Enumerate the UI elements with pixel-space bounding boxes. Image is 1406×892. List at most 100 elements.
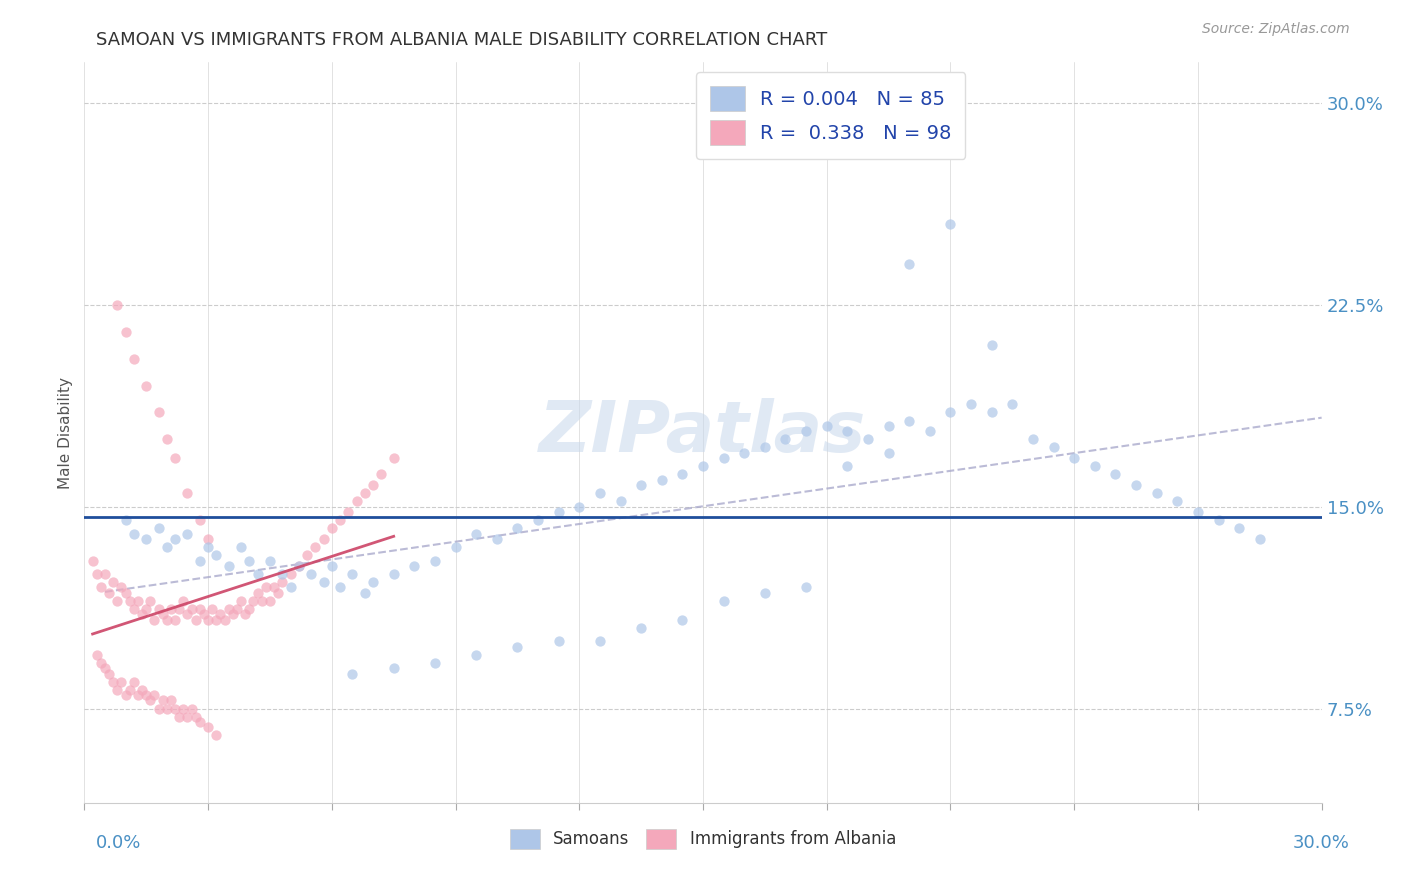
Point: [156, 613, 179, 627]
Point: [172, 701, 194, 715]
Point: [898, 257, 921, 271]
Point: [506, 521, 529, 535]
Point: [139, 693, 162, 707]
Point: [671, 467, 693, 482]
Point: [837, 459, 859, 474]
Point: [370, 467, 392, 482]
Point: [877, 446, 900, 460]
Point: [280, 581, 302, 595]
Point: [353, 486, 375, 500]
Point: [176, 526, 198, 541]
Point: [671, 613, 693, 627]
Point: [98, 586, 121, 600]
Point: [794, 581, 817, 595]
Point: [156, 433, 179, 447]
Point: [280, 566, 302, 581]
Point: [180, 602, 202, 616]
Point: [122, 526, 145, 541]
Point: [259, 594, 281, 608]
Point: [630, 478, 652, 492]
Point: [205, 729, 228, 743]
Point: [143, 688, 166, 702]
Point: [98, 666, 121, 681]
Point: [214, 613, 236, 627]
Point: [651, 473, 673, 487]
Point: [288, 558, 311, 573]
Point: [122, 674, 145, 689]
Point: [713, 594, 735, 608]
Point: [630, 621, 652, 635]
Point: [90, 656, 112, 670]
Point: [156, 540, 179, 554]
Point: [246, 566, 269, 581]
Point: [148, 701, 170, 715]
Point: [94, 566, 117, 581]
Point: [148, 405, 170, 419]
Point: [609, 494, 631, 508]
Point: [263, 581, 285, 595]
Point: [321, 521, 343, 535]
Point: [205, 548, 228, 562]
Point: [382, 451, 405, 466]
Point: [754, 441, 776, 455]
Point: [271, 566, 294, 581]
Point: [1187, 505, 1209, 519]
Point: [167, 709, 190, 723]
Point: [288, 558, 311, 573]
Point: [229, 540, 252, 554]
Point: [918, 424, 941, 438]
Point: [299, 566, 322, 581]
Point: [105, 298, 128, 312]
Point: [361, 478, 384, 492]
Point: [713, 451, 735, 466]
Point: [382, 566, 405, 581]
Point: [1104, 467, 1126, 482]
Point: [242, 594, 264, 608]
Point: [152, 607, 174, 622]
Point: [254, 581, 277, 595]
Point: [114, 586, 136, 600]
Point: [167, 602, 190, 616]
Point: [304, 540, 326, 554]
Point: [131, 682, 153, 697]
Text: 30.0%: 30.0%: [1294, 834, 1350, 852]
Point: [465, 526, 488, 541]
Point: [122, 351, 145, 366]
Point: [148, 602, 170, 616]
Point: [246, 586, 269, 600]
Point: [312, 532, 335, 546]
Legend: Samoans, Immigrants from Albania: Samoans, Immigrants from Albania: [502, 821, 904, 857]
Point: [250, 594, 273, 608]
Point: [165, 532, 187, 546]
Point: [105, 594, 128, 608]
Point: [361, 575, 384, 590]
Point: [568, 500, 591, 514]
Point: [135, 378, 157, 392]
Point: [1249, 532, 1271, 546]
Point: [114, 325, 136, 339]
Point: [197, 532, 219, 546]
Text: 0.0%: 0.0%: [96, 834, 141, 852]
Point: [226, 602, 249, 616]
Point: [152, 693, 174, 707]
Point: [86, 648, 108, 662]
Point: [110, 581, 132, 595]
Text: ZIPatlas: ZIPatlas: [540, 398, 866, 467]
Point: [148, 521, 170, 535]
Point: [180, 701, 202, 715]
Point: [184, 613, 207, 627]
Point: [295, 548, 318, 562]
Point: [218, 602, 240, 616]
Point: [423, 553, 446, 567]
Point: [122, 602, 145, 616]
Point: [337, 505, 360, 519]
Point: [139, 594, 162, 608]
Point: [233, 607, 256, 622]
Point: [506, 640, 529, 654]
Point: [1063, 451, 1085, 466]
Point: [404, 558, 426, 573]
Point: [754, 586, 776, 600]
Point: [775, 433, 797, 447]
Point: [156, 701, 179, 715]
Point: [127, 688, 149, 702]
